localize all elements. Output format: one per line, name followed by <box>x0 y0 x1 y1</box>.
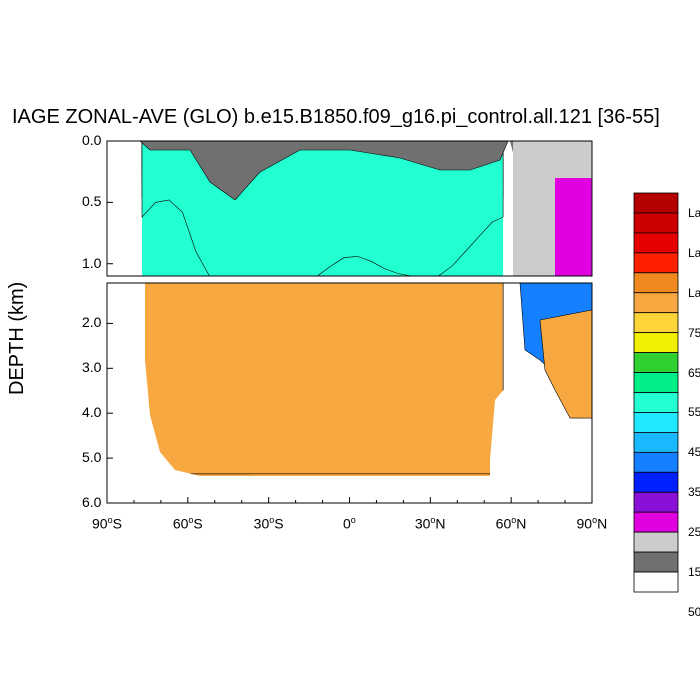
x-tick-label: 0o <box>343 513 356 531</box>
x-tick-hemisphere: N <box>597 515 608 532</box>
y-tick-label: 3.0 <box>82 359 102 376</box>
x-tick-label: 90oS <box>92 513 122 531</box>
degree-symbol-icon: o <box>107 515 113 525</box>
x-tick-hemisphere: N <box>435 515 446 532</box>
y-tick-label: 2.0 <box>82 314 102 331</box>
x-tick-degrees: 90 <box>576 515 593 532</box>
colorbar-label: 15 <box>688 565 700 580</box>
degree-symbol-icon: o <box>269 515 275 525</box>
x-tick-degrees: 60 <box>172 515 189 532</box>
y-tick-label: 1.0 <box>82 254 102 271</box>
colorbar-box <box>633 551 679 573</box>
arctic-magenta <box>555 178 592 276</box>
x-tick-degrees: 30 <box>414 515 431 532</box>
colorbar-box <box>633 571 679 593</box>
x-tick-degrees: 90 <box>92 515 108 532</box>
colorbar-label: 55 <box>688 405 700 420</box>
colorbar-box <box>633 531 679 553</box>
colorbar-box <box>633 451 679 473</box>
x-tick-degrees: 30 <box>253 515 270 532</box>
colorbar-box <box>633 412 679 433</box>
lower-panel <box>141 283 504 503</box>
y-tick-label: 5.0 <box>82 449 102 466</box>
colorbar-label: 45 <box>688 445 700 460</box>
colorbar-box <box>633 471 679 493</box>
arctic-region <box>513 141 593 503</box>
y-tick-label: 0.0 <box>82 132 102 148</box>
y-axis-label: DEPTH (km) <box>6 281 28 395</box>
colorbar-box <box>633 252 679 274</box>
x-tick-hemisphere: S <box>193 515 203 532</box>
x-tick-label: 60oS <box>173 513 203 531</box>
antarctic-land <box>107 141 140 276</box>
chart-title: IAGE ZONAL-AVE (GLO) b.e15.B1850.f09_g16… <box>12 106 660 128</box>
colorbar-box <box>633 292 679 314</box>
x-tick-hemisphere: S <box>274 515 284 532</box>
colorbar-box <box>633 332 679 353</box>
x-tick-hemisphere: N <box>516 515 527 532</box>
colorbar-label: 65 <box>688 365 700 380</box>
y-tick-label: 4.0 <box>82 404 102 421</box>
colorbar-label: La <box>688 245 700 260</box>
y-tick-label: 6.0 <box>82 494 102 510</box>
south-land-lower <box>107 283 145 503</box>
colorbar-box <box>633 312 679 334</box>
upper-panel-frame <box>106 140 593 277</box>
colorbar-box <box>633 392 679 413</box>
x-tick-label: 30oN <box>415 513 446 531</box>
colorbar-box <box>633 232 679 254</box>
x-tick-degrees: 60 <box>495 515 512 532</box>
x-tick-degrees: 0 <box>343 515 351 532</box>
degree-symbol-icon: o <box>511 515 517 525</box>
colorbar-label: 50 <box>688 604 700 619</box>
colorbar-box <box>633 511 679 533</box>
x-tick-label: 30oS <box>254 513 284 531</box>
colorbar-label: La <box>688 205 700 220</box>
lower-panel-contour-band <box>141 283 504 475</box>
y-tick-label: 0.5 <box>82 193 102 210</box>
surface-shallow-band <box>139 141 509 201</box>
colorbar-label: 25 <box>688 525 700 540</box>
colorbar-box <box>633 352 679 373</box>
x-tick-label: 90oN <box>577 513 608 531</box>
colorbar-label: 35 <box>688 485 700 500</box>
x-tick-hemisphere: S <box>112 515 122 532</box>
colorbar-box <box>633 372 679 393</box>
degree-symbol-icon: o <box>188 515 194 525</box>
colorbar-box <box>633 192 679 214</box>
colorbar-label: La <box>688 285 700 300</box>
colorbar-label: 75 <box>688 325 700 340</box>
x-tick-label: 60oN <box>496 513 527 531</box>
colorbar-box <box>633 431 679 453</box>
degree-symbol-icon: o <box>430 515 436 525</box>
colorbar-box <box>633 272 679 294</box>
degree-symbol-icon: o <box>350 515 356 525</box>
degree-symbol-icon: o <box>592 515 598 525</box>
colorbar-box <box>633 491 679 513</box>
colorbar-box <box>633 212 679 234</box>
